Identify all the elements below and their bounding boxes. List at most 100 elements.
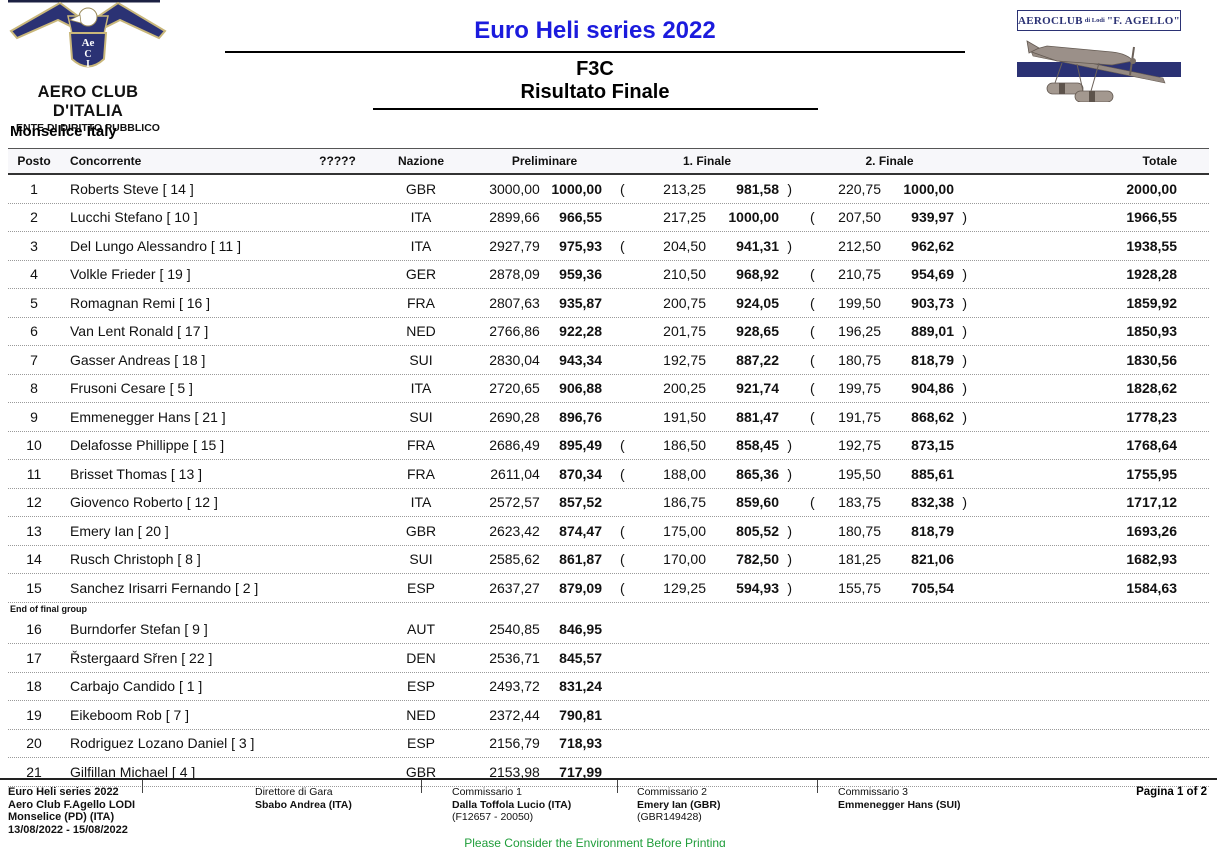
cell-concorrente: Gasser Andreas [ 18 ] xyxy=(70,351,206,368)
cell-posto: 11 xyxy=(26,465,42,482)
cell-finale1: 217,25 1000,00 xyxy=(612,209,802,225)
lodi-banner-quote: "F. AGELLO" xyxy=(1106,14,1180,27)
f1-paren-close: ) xyxy=(787,180,792,197)
cell-nazione: ESP xyxy=(406,678,435,695)
cell-posto: 17 xyxy=(26,649,42,666)
cell-totale: 1938,55 xyxy=(1126,237,1177,254)
official-role: Direttore di Gara xyxy=(255,786,333,798)
prelim-points: 895,49 xyxy=(559,437,602,454)
footer-event-line: 13/08/2022 - 15/08/2022 xyxy=(8,823,128,836)
f2-paren-open: ( xyxy=(810,266,815,283)
prelim-raw: 2878,09 xyxy=(489,266,540,283)
cell-finale1: 186,75 859,60 xyxy=(612,494,802,510)
lodi-banner-main: AEROCLUB xyxy=(1018,14,1083,27)
f1-paren-open: ( xyxy=(620,579,625,596)
cell-totale: 1768,64 xyxy=(1126,437,1177,454)
f1-raw: 175,00 xyxy=(663,522,706,539)
f2-raw: 207,50 xyxy=(838,209,881,226)
cell-posto: 13 xyxy=(26,522,42,539)
footer-event-info: Euro Heli series 2022 Aero Club F.Agello… xyxy=(8,786,135,836)
f1-paren-close: ) xyxy=(787,465,792,482)
col-concorrente: Concorrente xyxy=(70,154,142,168)
f1-paren-open: ( xyxy=(620,237,625,254)
table-row: 18 Carbajo Candido [ 1 ] ESP 2493,72 831… xyxy=(8,673,1209,701)
cell-concorrente: Brisset Thomas [ 13 ] xyxy=(70,465,203,482)
f2-raw: 199,75 xyxy=(838,380,881,397)
table-row: 16 Burndorfer Stefan [ 9 ] AUT 2540,85 8… xyxy=(8,616,1209,644)
prelim-raw: 2585,62 xyxy=(489,551,540,568)
f2-raw: 220,75 xyxy=(838,180,881,197)
f2-paren-close: ) xyxy=(962,294,967,311)
cell-preliminare: 2540,85 846,95 xyxy=(477,621,612,637)
cell-totale: 1755,95 xyxy=(1126,465,1177,482)
f1-raw: 186,50 xyxy=(663,437,706,454)
cell-totale: 1717,12 xyxy=(1126,494,1177,511)
cell-finale1: ( 188,00 865,36 ) xyxy=(612,466,802,482)
cell-preliminare: 2493,72 831,24 xyxy=(477,678,612,694)
f2-points: 904,86 xyxy=(911,380,954,397)
cell-finale1: 200,25 921,74 xyxy=(612,380,802,396)
f1-raw: 200,75 xyxy=(663,294,706,311)
cell-posto: 9 xyxy=(30,408,38,425)
prelim-raw: 2493,72 xyxy=(489,678,540,695)
cell-finale2: 155,75 705,54 xyxy=(802,580,977,596)
cell-totale: 1693,26 xyxy=(1126,522,1177,539)
group-note: End of final group xyxy=(10,603,87,614)
col-totale: Totale xyxy=(1142,154,1177,168)
f2-paren-close: ) xyxy=(962,266,967,283)
f1-raw: 200,25 xyxy=(663,380,706,397)
cell-totale: 1966,55 xyxy=(1126,209,1177,226)
prelim-points: 870,34 xyxy=(559,465,602,482)
cell-totale: 1830,56 xyxy=(1126,351,1177,368)
prelim-points: 906,88 xyxy=(559,380,602,397)
prelim-points: 975,93 xyxy=(559,237,602,254)
cell-finale2: ( 207,50 939,97 ) xyxy=(802,209,977,225)
cell-finale2: 181,25 821,06 xyxy=(802,551,977,567)
footer-divider xyxy=(817,780,818,793)
cell-posto: 6 xyxy=(30,323,38,340)
cell-nazione: SUI xyxy=(409,408,433,425)
f1-raw: 188,00 xyxy=(663,465,706,482)
prelim-points: 922,28 xyxy=(559,323,602,340)
f2-paren-open: ( xyxy=(810,294,815,311)
cell-posto: 7 xyxy=(30,351,38,368)
f1-points: 941,31 xyxy=(736,237,779,254)
f1-points: 858,45 xyxy=(736,437,779,454)
cell-preliminare: 2611,04 870,34 xyxy=(477,466,612,482)
f1-points: 1000,00 xyxy=(728,209,779,226)
org-subtitle: ENTE DI DIRITTO PUBBLICO xyxy=(16,122,160,134)
table-row: 6 Van Lent Ronald [ 17 ] NED 2766,86 922… xyxy=(8,318,1209,346)
lodi-banner: AEROCLUB di Lodi "F. AGELLO" xyxy=(1017,10,1181,31)
org-name: AERO CLUB D'ITALIA xyxy=(37,83,139,120)
table-row: 19 Eikeboom Rob [ 7 ] NED 2372,44 790,81 xyxy=(8,701,1209,730)
footer-official-comm1: Commissario 1 Dalla Toffola Lucio (ITA) … xyxy=(452,786,571,824)
f2-raw: 155,75 xyxy=(838,579,881,596)
prelim-raw: 2690,28 xyxy=(489,408,540,425)
prelim-points: 966,55 xyxy=(559,209,602,226)
prelim-points: 959,36 xyxy=(559,266,602,283)
cell-posto: 8 xyxy=(30,380,38,397)
cell-posto: 14 xyxy=(26,551,42,568)
cell-posto: 16 xyxy=(26,621,42,638)
table-row: 13 Emery Ian [ 20 ] GBR 2623,42 874,47 (… xyxy=(8,517,1209,546)
cell-finale2: ( 199,50 903,73 ) xyxy=(802,295,977,311)
prelim-raw: 2927,79 xyxy=(489,237,540,254)
cell-preliminare: 2585,62 861,87 xyxy=(477,551,612,567)
prelim-raw: 2611,04 xyxy=(490,465,540,482)
f1-points: 928,65 xyxy=(736,323,779,340)
f2-paren-open: ( xyxy=(810,494,815,511)
f1-paren-close: ) xyxy=(787,437,792,454)
footer-divider xyxy=(142,780,143,793)
f2-raw: 181,25 xyxy=(838,551,881,568)
f2-points: 889,01 xyxy=(911,323,954,340)
table-row: 1 Roberts Steve [ 14 ] GBR 3000,00 1000,… xyxy=(8,175,1209,204)
cell-concorrente: Emmenegger Hans [ 21 ] xyxy=(70,408,226,425)
prelim-points: 861,87 xyxy=(559,551,602,568)
cell-finale1: ( 170,00 782,50 ) xyxy=(612,551,802,567)
f2-points: 821,06 xyxy=(911,551,954,568)
f1-raw: 201,75 xyxy=(663,323,706,340)
prelim-points: 717,99 xyxy=(559,763,602,780)
cell-concorrente: Del Lungo Alessandro [ 11 ] xyxy=(70,237,241,254)
cell-posto: 2 xyxy=(30,209,38,226)
f2-paren-open: ( xyxy=(810,380,815,397)
